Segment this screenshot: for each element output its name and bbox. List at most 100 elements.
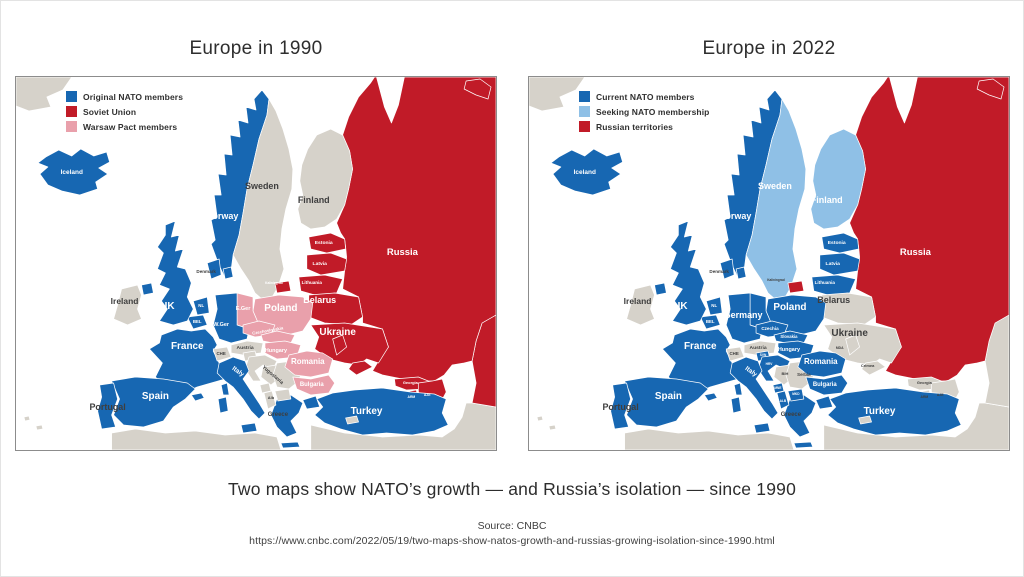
country-label-austria: Austria xyxy=(750,345,767,351)
country-label-ukraine: Ukraine xyxy=(319,327,356,338)
region-sicily xyxy=(753,422,771,434)
country-label-bel: BEL xyxy=(706,319,715,324)
legend-label: Original NATO members xyxy=(83,91,184,102)
legend-item: Original NATO members xyxy=(66,91,183,102)
legend-label: Soviet Union xyxy=(83,106,137,117)
country-label-turkey: Turkey xyxy=(351,406,383,417)
region-switzerland xyxy=(212,346,232,362)
country-label-w-ger: W.Ger xyxy=(213,322,230,328)
region-macedonia xyxy=(274,388,292,402)
region-balearics xyxy=(703,392,718,402)
country-label-kaliningrad: Kaliningrad xyxy=(265,281,283,285)
region-sardinia xyxy=(730,396,742,414)
country-label-svn: SVN xyxy=(760,353,767,357)
country-label-latvia: Latvia xyxy=(313,261,328,267)
region-latvia xyxy=(819,252,860,276)
country-label-portugal: Portugal xyxy=(89,402,125,412)
region-crimea xyxy=(861,360,886,376)
country-label-france: France xyxy=(171,341,204,352)
country-label-e-ger: E.Ger xyxy=(236,306,251,312)
region-sicily xyxy=(240,422,258,434)
country-label-belarus: Belarus xyxy=(817,295,850,305)
country-label-uk: UK xyxy=(160,301,175,312)
country-label-nl: NL xyxy=(711,303,717,308)
region-thrace xyxy=(815,395,834,410)
legend-label: Seeking NATO membership xyxy=(596,106,710,117)
country-label-finland: Finland xyxy=(811,195,843,205)
region-albania xyxy=(263,390,277,410)
country-label-estonia: Estonia xyxy=(828,240,846,246)
region-northafrica xyxy=(624,428,795,450)
legend-2022: Current NATO members Seeking NATO members… xyxy=(579,91,709,132)
region-italy xyxy=(729,356,779,420)
legend-item: Warsaw Pact members xyxy=(66,121,183,132)
source-attribution: Source: CNBC xyxy=(477,520,547,532)
region-kaliningrad xyxy=(787,280,805,294)
country-label-spain: Spain xyxy=(655,391,682,402)
region-novaya xyxy=(976,78,1005,100)
region-croatia xyxy=(244,354,278,382)
country-label-ukraine: Ukraine xyxy=(831,328,868,339)
country-label-norway: Norway xyxy=(206,211,238,221)
country-label-poland: Poland xyxy=(773,302,806,313)
region-spain xyxy=(624,376,709,428)
region-albania xyxy=(776,390,790,410)
legend-label: Russian territories xyxy=(596,121,674,132)
country-label-portugal: Portugal xyxy=(602,402,638,412)
country-label-mkd: MKD xyxy=(792,392,800,396)
region-uk xyxy=(157,220,194,326)
region-portugal xyxy=(610,382,631,430)
region-finland xyxy=(810,128,866,230)
region-uk xyxy=(670,220,707,326)
region-greece xyxy=(783,394,817,438)
country-label-bulgaria: Bulgaria xyxy=(300,382,325,388)
legend-item: Soviet Union xyxy=(66,106,183,117)
region-denmark_i xyxy=(222,266,234,280)
legend-item: Current NATO members xyxy=(579,91,709,102)
region-denmark xyxy=(719,258,735,280)
region-moldova xyxy=(332,334,347,356)
region-cyprus xyxy=(858,415,872,425)
region-latvia xyxy=(306,252,347,276)
country-label-kaliningrad: Kaliningrad xyxy=(767,278,785,282)
region-mideast xyxy=(310,402,496,450)
region-islet_a xyxy=(536,415,544,422)
map-title-2022: Europe in 2022 xyxy=(702,38,836,59)
region-kaliningrad xyxy=(274,280,292,294)
country-label-romania: Romania xyxy=(291,357,325,366)
legend-1990: Original NATO members Soviet Union Warsaw … xyxy=(66,91,183,132)
country-label-hrv: HRV xyxy=(766,362,774,366)
country-label-turkey: Turkey xyxy=(864,406,896,417)
country-label-france: France xyxy=(684,341,717,352)
region-ireland xyxy=(113,284,142,326)
country-label-sweden: Sweden xyxy=(758,181,792,191)
region-romania xyxy=(284,350,334,378)
country-label-poland: Poland xyxy=(264,303,297,314)
country-label-serbia: Serbia xyxy=(797,372,811,377)
region-islet_b xyxy=(35,424,44,431)
country-label-romania: Romania xyxy=(804,357,838,366)
region-n_ireland xyxy=(141,282,154,296)
region-crete xyxy=(793,441,814,449)
country-label-bel: BEL xyxy=(193,319,202,324)
region-northafrica xyxy=(111,428,282,450)
region-macedonia xyxy=(787,388,805,402)
region-romania xyxy=(797,350,847,378)
country-label-germany: Germany xyxy=(724,310,763,320)
country-label-georgia: Georgia xyxy=(917,380,933,385)
country-label-greece: Greece xyxy=(268,412,289,418)
country-label-bulgaria: Bulgaria xyxy=(813,382,838,388)
legend-item: Seeking NATO membership xyxy=(579,106,709,117)
country-label-uk: UK xyxy=(673,301,688,312)
region-thrace xyxy=(302,395,321,410)
region-italy xyxy=(216,356,266,420)
country-label-iceland: Iceland xyxy=(574,169,596,176)
region-corner_nw xyxy=(16,77,73,112)
region-denmark_i xyxy=(735,266,747,280)
region-crete xyxy=(280,441,301,449)
region-crimea xyxy=(348,360,373,376)
legend-label: Current NATO members xyxy=(596,91,695,102)
country-label-russia: Russia xyxy=(387,247,419,258)
source-url: https://www.cnbc.com/2022/05/19/two-maps… xyxy=(249,535,775,547)
